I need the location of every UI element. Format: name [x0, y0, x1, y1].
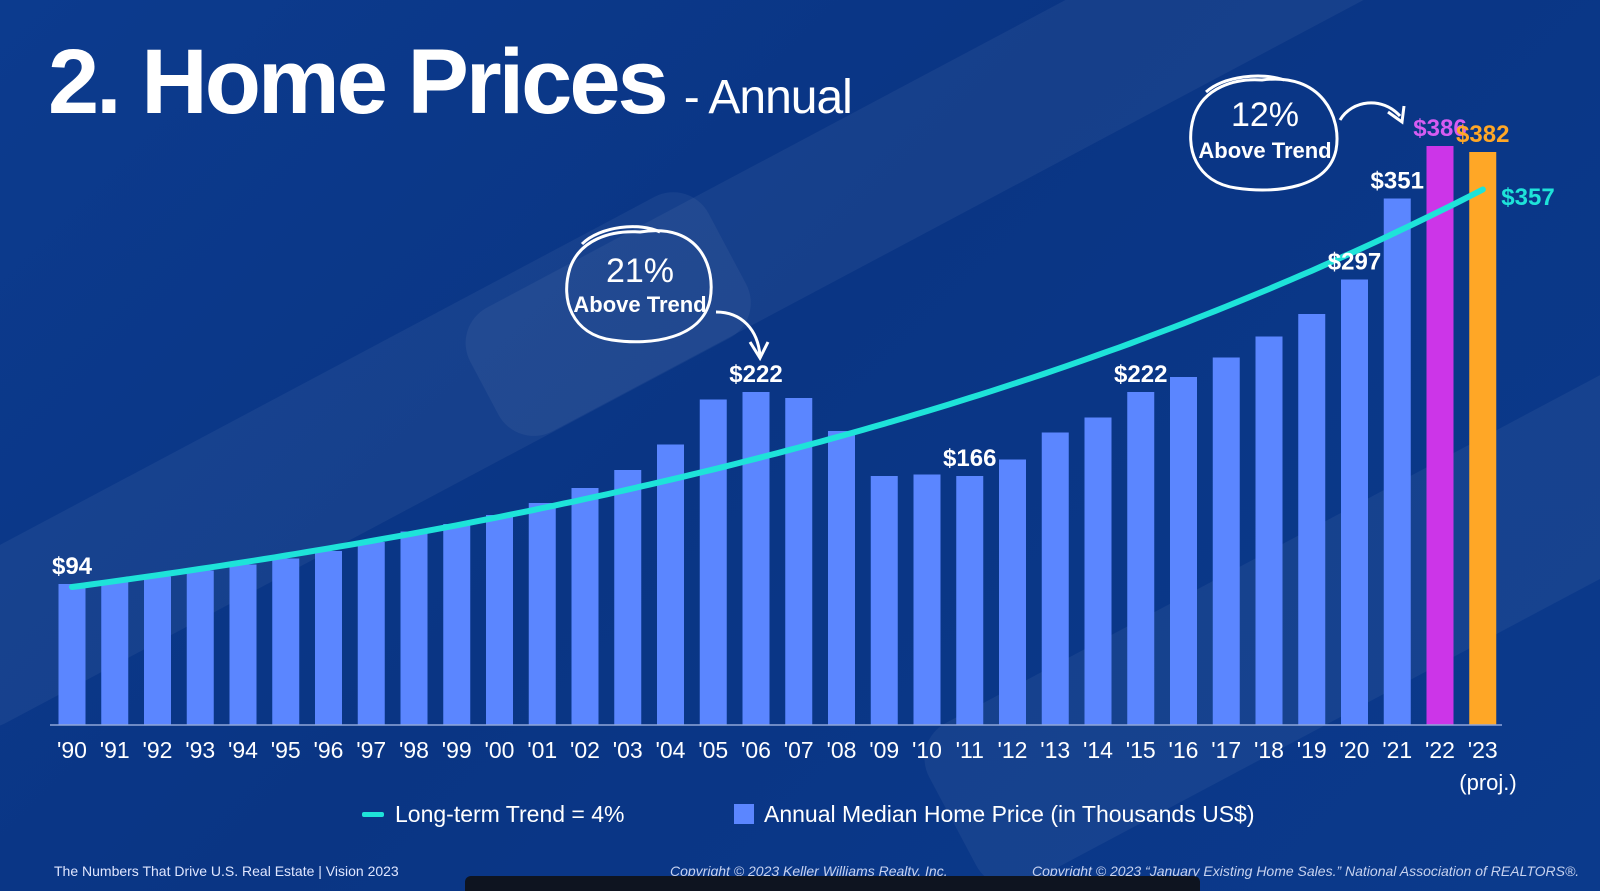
- tick-label-20: '20: [1340, 737, 1370, 763]
- bar-13: [1041, 432, 1069, 725]
- bar-19: [1298, 314, 1326, 725]
- bar-16: [1170, 377, 1197, 725]
- data-label-90: $94: [52, 553, 93, 580]
- tick-label-91: '91: [100, 737, 130, 763]
- bar-90: [58, 584, 86, 725]
- bar-09: [870, 476, 898, 725]
- title-sub: - Annual: [683, 71, 853, 124]
- tick-label-00: '00: [485, 737, 515, 763]
- tick-label-04: '04: [656, 737, 686, 763]
- tick-label-05: '05: [698, 737, 728, 763]
- tick-label-98: '98: [399, 737, 429, 763]
- bar-03: [614, 470, 642, 725]
- callout-pct: 12%: [1231, 96, 1299, 134]
- tick-label-06: '06: [741, 737, 771, 763]
- tick-label-99: '99: [442, 737, 472, 763]
- tick-label-16: '16: [1169, 737, 1199, 763]
- tick-label-13: '13: [1040, 737, 1070, 763]
- tick-label-01: '01: [527, 737, 557, 763]
- tick-label-17: '17: [1211, 737, 1241, 763]
- bar-91: [101, 581, 129, 725]
- tick-label-08: '08: [827, 737, 857, 763]
- legend: Long-term Trend = 4% Annual Median Home …: [362, 801, 1255, 827]
- bar-98: [400, 531, 428, 725]
- callout-12-above-trend: 12% Above Trend: [1189, 74, 1406, 192]
- tick-note-proj: (proj.): [1459, 770, 1516, 795]
- bar-20: [1341, 279, 1368, 725]
- bar-15: [1127, 392, 1155, 725]
- legend-bar-swatch: [734, 804, 754, 824]
- bar-22: [1426, 146, 1454, 725]
- bar-99: [443, 524, 471, 725]
- bar-12: [999, 459, 1026, 725]
- tick-label-12: '12: [998, 737, 1028, 763]
- callout-text: Above Trend: [1198, 138, 1331, 163]
- callout-21-above-trend: 21% Above Trend: [565, 225, 770, 362]
- data-label-06: $222: [729, 361, 782, 388]
- slide-title: 2. Home Prices - Annual: [48, 30, 853, 135]
- legend-trend-label: Long-term Trend = 4%: [395, 801, 624, 827]
- tick-label-02: '02: [570, 737, 600, 763]
- tick-label-23: '23: [1468, 737, 1498, 763]
- footer-copyright-nar: Copyright © 2023 “January Existing Home …: [1032, 863, 1580, 879]
- bar-21: [1383, 198, 1411, 725]
- bar-92: [144, 576, 171, 725]
- legend-bar-label: Annual Median Home Price (in Thousands U…: [764, 801, 1255, 827]
- bar-95: [272, 558, 300, 725]
- tick-label-15: '15: [1126, 737, 1156, 763]
- tick-label-90: '90: [57, 737, 87, 763]
- bar-93: [186, 570, 214, 725]
- bottom-overlay-bar: [465, 876, 1200, 891]
- tick-label-03: '03: [613, 737, 643, 763]
- tick-label-97: '97: [356, 737, 386, 763]
- tick-label-07: '07: [784, 737, 814, 763]
- bar-23: [1469, 152, 1497, 725]
- data-label-21: $351: [1371, 168, 1424, 195]
- title-main: 2. Home Prices: [48, 31, 669, 133]
- tick-label-11: '11: [956, 737, 984, 763]
- data-label-15: $222: [1114, 361, 1167, 388]
- tick-label-92: '92: [143, 737, 173, 763]
- bar-08: [828, 431, 855, 725]
- tick-label-93: '93: [185, 737, 215, 763]
- data-label-22: $386: [1413, 115, 1466, 142]
- callout-pct: 21%: [606, 252, 674, 290]
- bar-06: [742, 392, 770, 725]
- bar-11: [956, 476, 984, 725]
- tick-label-96: '96: [314, 737, 344, 763]
- tick-label-10: '10: [912, 737, 942, 763]
- tick-label-22: '22: [1425, 737, 1455, 763]
- tick-label-19: '19: [1297, 737, 1327, 763]
- data-label-20: $297: [1328, 249, 1381, 276]
- bar-05: [699, 399, 727, 725]
- bar-17: [1212, 357, 1240, 725]
- footer-left: The Numbers That Drive U.S. Real Estate …: [54, 863, 399, 879]
- tick-label-18: '18: [1254, 737, 1284, 763]
- bar-02: [571, 488, 599, 725]
- bar-10: [913, 474, 941, 725]
- bar-96: [315, 551, 342, 725]
- tick-label-94: '94: [228, 737, 258, 763]
- tick-label-21: '21: [1382, 737, 1412, 763]
- tick-label-09: '09: [869, 737, 899, 763]
- bar-04: [657, 444, 684, 725]
- bar-14: [1084, 417, 1112, 725]
- trend-line: [69, 186, 1486, 590]
- bar-01: [528, 503, 556, 725]
- bar-18: [1255, 336, 1283, 725]
- footer-copyright-kw: Copyright © 2023 Keller Williams Realty,…: [670, 863, 948, 879]
- tick-label-14: '14: [1083, 737, 1113, 763]
- legend-trend-swatch: [362, 812, 384, 817]
- bar-97: [357, 542, 385, 725]
- bar-00: [486, 515, 513, 725]
- data-label-23: $382: [1456, 121, 1509, 148]
- callout-text: Above Trend: [573, 292, 706, 317]
- bar-94: [229, 564, 257, 725]
- tick-label-95: '95: [271, 737, 301, 763]
- data-label-11: $166: [943, 445, 996, 472]
- trend-end-label: $357: [1501, 184, 1554, 211]
